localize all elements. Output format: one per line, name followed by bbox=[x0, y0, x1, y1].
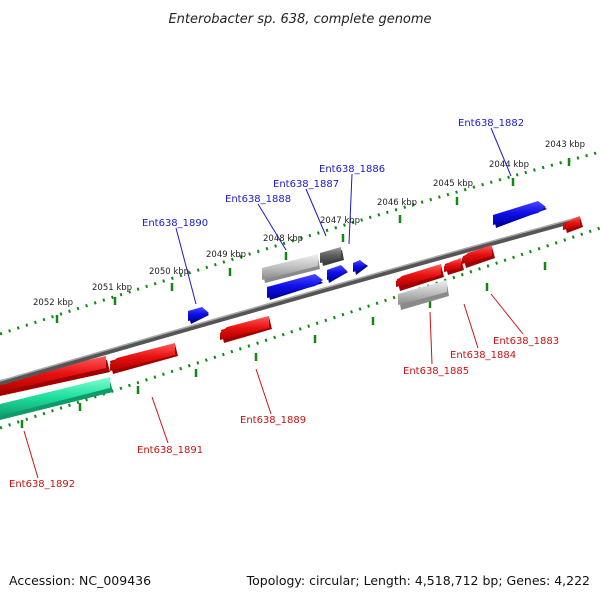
kbp-label: 2043 kbp bbox=[545, 140, 585, 150]
gene-label[interactable]: Ent638_1887 bbox=[273, 179, 339, 190]
kbp-label: 2045 kbp bbox=[433, 179, 473, 189]
gene-1892 bbox=[0, 356, 110, 396]
gene-label[interactable]: Ent638_1890 bbox=[142, 218, 208, 229]
gene-label[interactable]: Ent638_1884 bbox=[450, 350, 516, 361]
kbp-label: 2044 kbp bbox=[489, 160, 529, 170]
genome-backbone bbox=[0, 216, 581, 386]
gene-label[interactable]: Ent638_1888 bbox=[225, 194, 291, 205]
gene-1891 bbox=[110, 343, 178, 374]
gene-1883 bbox=[462, 245, 495, 268]
gene-1884 bbox=[444, 258, 464, 275]
map-title: Enterobacter sp. 638, complete genome bbox=[168, 12, 431, 27]
gene-1886 bbox=[353, 260, 368, 275]
kbp-label: 2051 kbp bbox=[92, 283, 132, 293]
upper-major-ticks bbox=[55, 158, 571, 323]
kbp-label: 2046 kbp bbox=[377, 198, 417, 208]
gene-label[interactable]: Ent638_1886 bbox=[319, 164, 385, 175]
lower-tick-track bbox=[0, 226, 600, 430]
gene-1888 bbox=[267, 274, 323, 300]
gene-edge bbox=[563, 216, 583, 233]
accession-text: Accession: NC_009436 bbox=[9, 573, 151, 588]
kbp-label: 2048 kbp bbox=[263, 234, 303, 244]
gene-label[interactable]: Ent638_1883 bbox=[493, 336, 559, 347]
gene-label[interactable]: Ent638_1892 bbox=[9, 479, 75, 490]
kbp-labels: 2052 kbp 2051 kbp 2050 kbp 2049 kbp 2048… bbox=[33, 140, 585, 308]
forward-leader-lines bbox=[175, 127, 512, 305]
kbp-label: 2050 kbp bbox=[149, 267, 189, 277]
gene-1885 bbox=[396, 264, 444, 291]
rna-gene-1892 bbox=[0, 377, 113, 420]
reverse-gene-labels: Ent638_1892 Ent638_1891 Ent638_1889 Ent6… bbox=[9, 336, 559, 490]
pseudo-gene-1885 bbox=[398, 280, 449, 310]
gene-label[interactable]: Ent638_1885 bbox=[403, 366, 469, 377]
gene-1882 bbox=[493, 201, 547, 228]
genome-summary-text: Topology: circular; Length: 4,518,712 bp… bbox=[246, 573, 590, 588]
pseudo-gene-1888 bbox=[262, 254, 320, 283]
gene-label[interactable]: Ent638_1882 bbox=[458, 118, 524, 129]
gene-1890 bbox=[188, 307, 209, 324]
kbp-label: 2047 kbp bbox=[320, 216, 360, 226]
gene-label[interactable]: Ent638_1891 bbox=[137, 445, 203, 456]
reverse-leader-lines bbox=[23, 293, 524, 479]
lower-major-ticks bbox=[20, 262, 547, 428]
dark-gene-1887 bbox=[320, 247, 344, 266]
forward-gene-labels: Ent638_1890 Ent638_1888 Ent638_1887 Ent6… bbox=[142, 118, 524, 229]
kbp-label: 2049 kbp bbox=[206, 250, 246, 260]
gene-label[interactable]: Ent638_1889 bbox=[240, 415, 306, 426]
gene-1887 bbox=[327, 265, 348, 283]
gene-1889 bbox=[220, 316, 272, 343]
kbp-label: 2052 kbp bbox=[33, 298, 73, 308]
